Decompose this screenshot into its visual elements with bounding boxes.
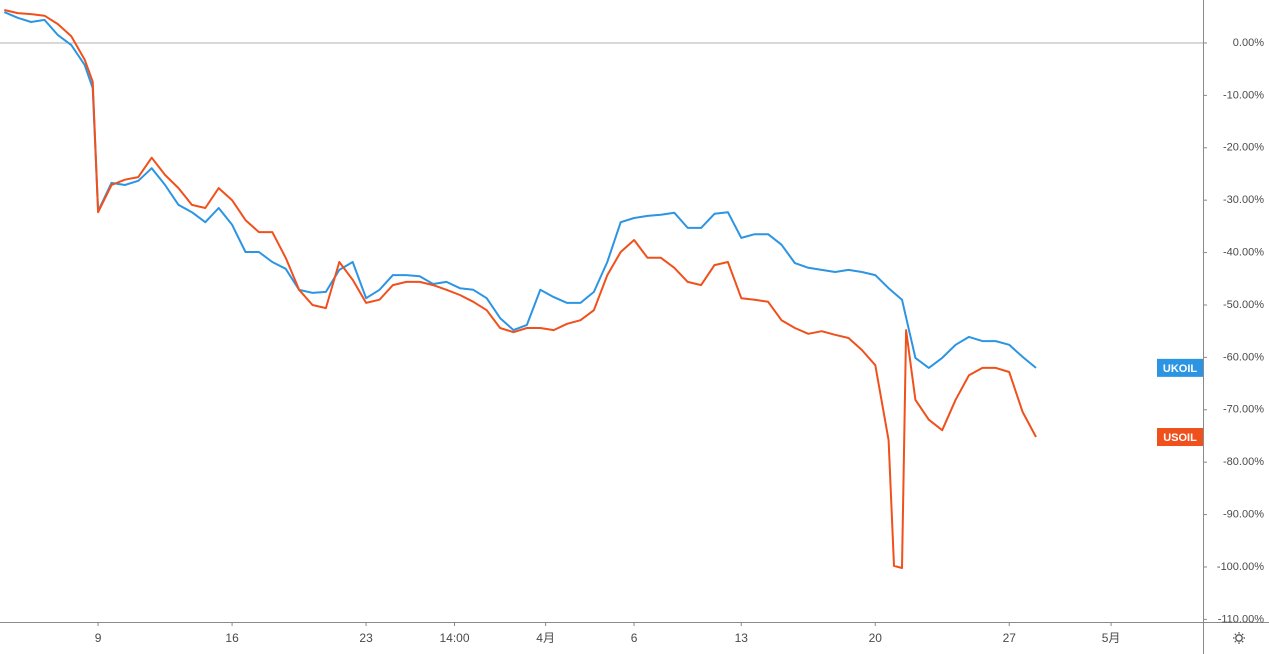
x-tick-label: 23 <box>359 631 373 645</box>
y-tick-label: -60.00% <box>1223 351 1264 363</box>
series-tag: USOIL <box>1157 428 1203 447</box>
x-tick-label: 16 <box>225 631 239 645</box>
x-tick-label: 20 <box>869 631 883 645</box>
legend-label: UKOIL <box>1163 363 1198 375</box>
series-line <box>3 11 1037 369</box>
series-tag-box <box>1157 428 1203 447</box>
settings-icon[interactable] <box>1233 632 1245 644</box>
y-tick-label: -80.00% <box>1223 456 1264 468</box>
x-tick-label: 27 <box>1003 631 1017 645</box>
x-tick-label: 6 <box>631 631 638 645</box>
y-tick-label: -110.00% <box>1218 613 1264 625</box>
series-tag-box <box>1157 358 1203 377</box>
x-tick-label: 13 <box>735 631 749 645</box>
y-tick-label: -40.00% <box>1223 246 1264 258</box>
y-tick-label: -70.00% <box>1223 404 1264 416</box>
y-tick-label: -20.00% <box>1223 142 1264 154</box>
y-tick-label: -30.00% <box>1223 194 1264 206</box>
x-tick-label: 4月 <box>536 631 555 645</box>
y-tick-label: -50.00% <box>1223 299 1264 311</box>
y-tick-label: 0.00% <box>1233 37 1264 49</box>
x-tick-label: 9 <box>95 631 102 645</box>
y-tick-label: -100.00% <box>1217 561 1264 573</box>
series-tag: UKOIL <box>1157 358 1203 377</box>
legend-label: USOIL <box>1163 432 1197 444</box>
y-tick-label: -10.00% <box>1223 89 1264 101</box>
x-tick-label: 5月 <box>1102 631 1121 645</box>
plot-area <box>3 9 1037 569</box>
series-line <box>4 9 1037 569</box>
x-tick-label: 14:00 <box>439 631 469 645</box>
y-tick-label: -90.00% <box>1223 508 1264 520</box>
